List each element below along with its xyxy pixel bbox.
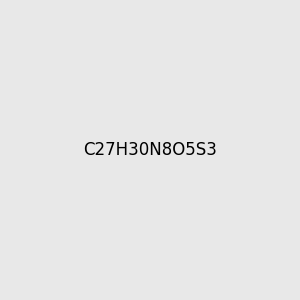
Text: C27H30N8O5S3: C27H30N8O5S3 [83, 141, 217, 159]
